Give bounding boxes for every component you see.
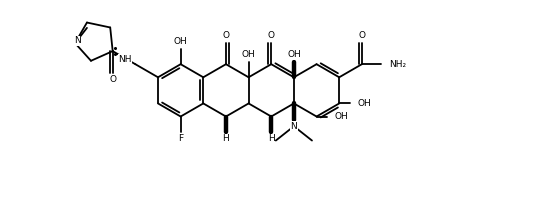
Text: O: O [268,31,275,40]
Text: N: N [291,122,297,131]
Text: F: F [178,134,183,143]
Text: OH: OH [334,112,349,121]
Text: O: O [222,31,229,40]
Text: OH: OH [242,51,255,59]
Text: N: N [74,36,81,45]
Text: O: O [358,31,365,40]
Text: OH: OH [174,37,188,46]
Text: OH: OH [357,99,371,108]
Text: NH: NH [118,55,132,64]
Text: H: H [268,134,275,143]
Text: H: H [223,134,229,143]
Text: O: O [109,75,116,84]
Text: OH: OH [287,51,301,59]
Text: NH₂: NH₂ [390,60,406,69]
